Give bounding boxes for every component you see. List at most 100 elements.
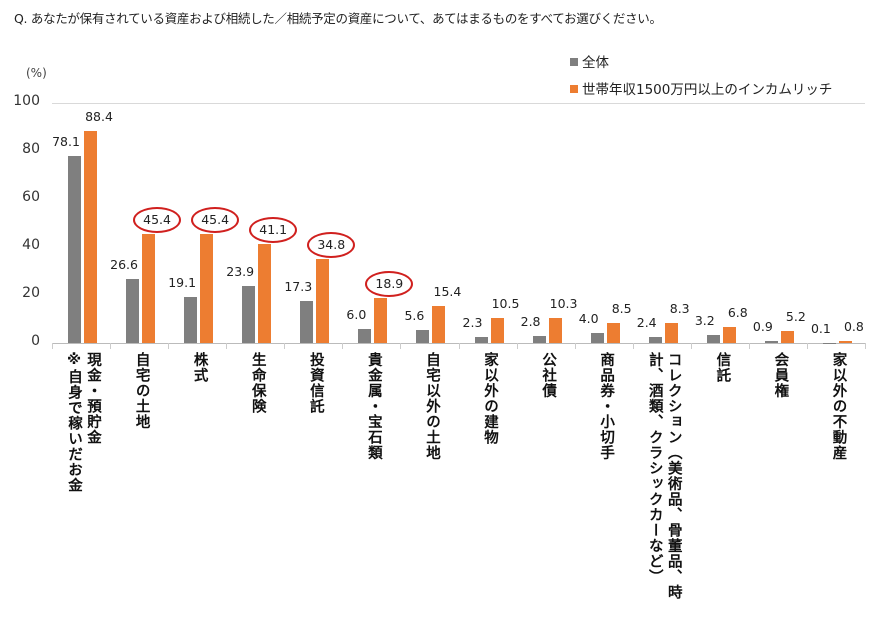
bar-income-rich: [490, 317, 504, 343]
x-category-label: 自宅の土地: [133, 352, 150, 430]
x-category-label: 生命保険: [249, 352, 266, 414]
data-label: 8.5: [611, 300, 632, 316]
legend-swatch: [570, 85, 578, 93]
bar-income-rich: [316, 259, 330, 343]
bar-all: [764, 340, 778, 343]
y-tick-label: 40: [22, 237, 40, 253]
data-label: 26.6: [110, 257, 138, 273]
bar-income-rich: [258, 244, 272, 343]
bar-all: [242, 285, 256, 343]
data-label: 78.1: [52, 133, 80, 149]
x-tick-mark: [690, 343, 692, 349]
y-axis-unit: (%): [26, 66, 47, 80]
legend-label: 世帯年収1500万円以上のインカムリッチ: [582, 82, 833, 98]
x-tick-mark: [168, 343, 170, 349]
x-category-label: 自宅以外の土地: [423, 352, 440, 461]
highlight-circle: [133, 207, 182, 234]
highlight-circle: [365, 270, 414, 297]
data-label: 0.9: [752, 318, 773, 334]
x-category-label: コレクション（美術品、骨董品、時 計、酒類、クラシックカーなど）: [646, 352, 682, 600]
data-label: 10.3: [549, 296, 578, 312]
x-category-label: 投資信託: [307, 352, 324, 414]
x-category-label: 貴金属・宝石類: [365, 352, 382, 461]
legend: 全体 世帯年収1500万円以上のインカムリッチ: [570, 50, 832, 104]
legend-label: 全体: [582, 55, 609, 71]
x-tick-mark: [458, 343, 460, 349]
bar-income-rich: [200, 234, 214, 343]
x-category-label: 株式: [191, 352, 208, 383]
bar-all: [590, 333, 604, 343]
x-category-label: 公社債: [540, 352, 557, 399]
legend-item-income-rich: 世帯年収1500万円以上のインカムリッチ: [570, 77, 832, 104]
x-tick-mark: [284, 343, 286, 349]
bar-income-rich: [548, 318, 562, 343]
bar-all: [474, 337, 488, 343]
highlight-circle: [249, 217, 298, 244]
y-tick-label: 0: [31, 333, 40, 349]
x-tick-mark: [226, 343, 228, 349]
bar-income-rich: [722, 326, 736, 343]
x-tick-mark: [342, 343, 344, 349]
data-label: 5.2: [785, 308, 806, 324]
bar-all: [300, 301, 314, 343]
bar-income-rich: [780, 330, 794, 343]
data-label: 23.9: [226, 263, 255, 279]
x-tick-mark: [865, 343, 866, 349]
bar-income-rich: [664, 323, 678, 343]
top-gridline: [52, 103, 865, 104]
x-category-label: 信託: [714, 352, 731, 383]
bar-all: [126, 279, 140, 343]
highlight-circle: [307, 232, 356, 259]
y-tick-label: 100: [13, 93, 40, 109]
bar-all: [416, 329, 430, 343]
question-text: Q. あなたが保有されている資産および相続した／相続予定の資産について、あてはま…: [14, 11, 662, 26]
data-label: 2.8: [520, 314, 541, 330]
bar-income-rich: [838, 341, 852, 343]
x-tick-mark: [574, 343, 576, 349]
data-label: 0.8: [843, 319, 864, 335]
data-label: 6.0: [346, 306, 367, 322]
x-tick-mark: [632, 343, 634, 349]
bar-income-rich: [432, 306, 446, 343]
x-tick-mark: [748, 343, 750, 349]
legend-item-all: 全体: [570, 50, 832, 77]
bar-income-rich: [84, 130, 97, 343]
data-label: 19.1: [168, 275, 197, 291]
x-category-label: 現金・預貯金 ※自身で稼いだお金: [66, 352, 102, 493]
x-category-label: 家以外の不動産: [830, 352, 847, 461]
x-tick-mark: [806, 343, 808, 349]
data-label: 3.2: [694, 313, 715, 329]
x-tick-mark: [52, 343, 53, 349]
highlight-circle: [191, 207, 240, 234]
y-tick-label: 20: [22, 285, 40, 301]
x-tick-mark: [110, 343, 112, 349]
data-label: 10.5: [491, 295, 520, 311]
bar-all: [648, 337, 662, 343]
bar-income-rich: [374, 297, 388, 343]
bar-all: [358, 328, 372, 343]
data-label: 15.4: [433, 284, 462, 300]
data-label: 2.3: [462, 315, 483, 331]
data-label: 5.6: [404, 307, 425, 323]
x-tick-mark: [400, 343, 402, 349]
x-tick-mark: [516, 343, 518, 349]
data-label: 2.4: [636, 315, 657, 331]
data-label: 6.8: [727, 304, 748, 320]
bar-all: [184, 297, 198, 343]
y-tick-label: 60: [22, 189, 40, 205]
data-label: 4.0: [578, 311, 599, 327]
x-category-label: 商品券・小切手: [598, 352, 615, 461]
y-tick-label: 80: [22, 141, 40, 157]
bar-income-rich: [606, 322, 620, 343]
data-label: 88.4: [85, 108, 113, 124]
data-label: 0.1: [810, 320, 831, 336]
data-label: 17.3: [284, 279, 313, 295]
bar-all: [68, 155, 81, 343]
legend-swatch: [570, 58, 578, 66]
bar-all: [532, 336, 546, 343]
x-category-label: 会員権: [772, 352, 789, 399]
data-label: 8.3: [669, 301, 690, 317]
bar-all: [706, 335, 720, 343]
bar-income-rich: [142, 234, 156, 343]
